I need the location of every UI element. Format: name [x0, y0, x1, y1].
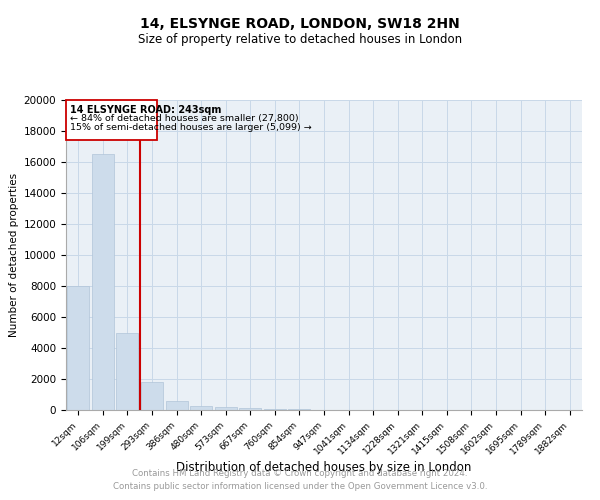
- Bar: [264, 408, 286, 410]
- Text: 14 ELSYNGE ROAD: 243sqm: 14 ELSYNGE ROAD: 243sqm: [70, 106, 221, 116]
- Text: ← 84% of detached houses are smaller (27,800): ← 84% of detached houses are smaller (27…: [70, 114, 298, 123]
- Text: 15% of semi-detached houses are larger (5,099) →: 15% of semi-detached houses are larger (…: [70, 123, 311, 132]
- Bar: [67, 286, 89, 410]
- Bar: [289, 409, 310, 410]
- Bar: [66, 100, 157, 140]
- Bar: [92, 154, 114, 410]
- Bar: [215, 407, 237, 410]
- Bar: [239, 408, 262, 410]
- Text: 14, ELSYNGE ROAD, LONDON, SW18 2HN: 14, ELSYNGE ROAD, LONDON, SW18 2HN: [140, 18, 460, 32]
- Bar: [190, 406, 212, 410]
- Text: Contains HM Land Registry data © Crown copyright and database right 2024.: Contains HM Land Registry data © Crown c…: [132, 468, 468, 477]
- X-axis label: Distribution of detached houses by size in London: Distribution of detached houses by size …: [176, 462, 472, 474]
- Bar: [166, 400, 188, 410]
- Bar: [141, 382, 163, 410]
- Y-axis label: Number of detached properties: Number of detached properties: [10, 173, 19, 337]
- Text: Contains public sector information licensed under the Open Government Licence v3: Contains public sector information licen…: [113, 482, 487, 491]
- Text: Size of property relative to detached houses in London: Size of property relative to detached ho…: [138, 32, 462, 46]
- Bar: [116, 332, 139, 410]
